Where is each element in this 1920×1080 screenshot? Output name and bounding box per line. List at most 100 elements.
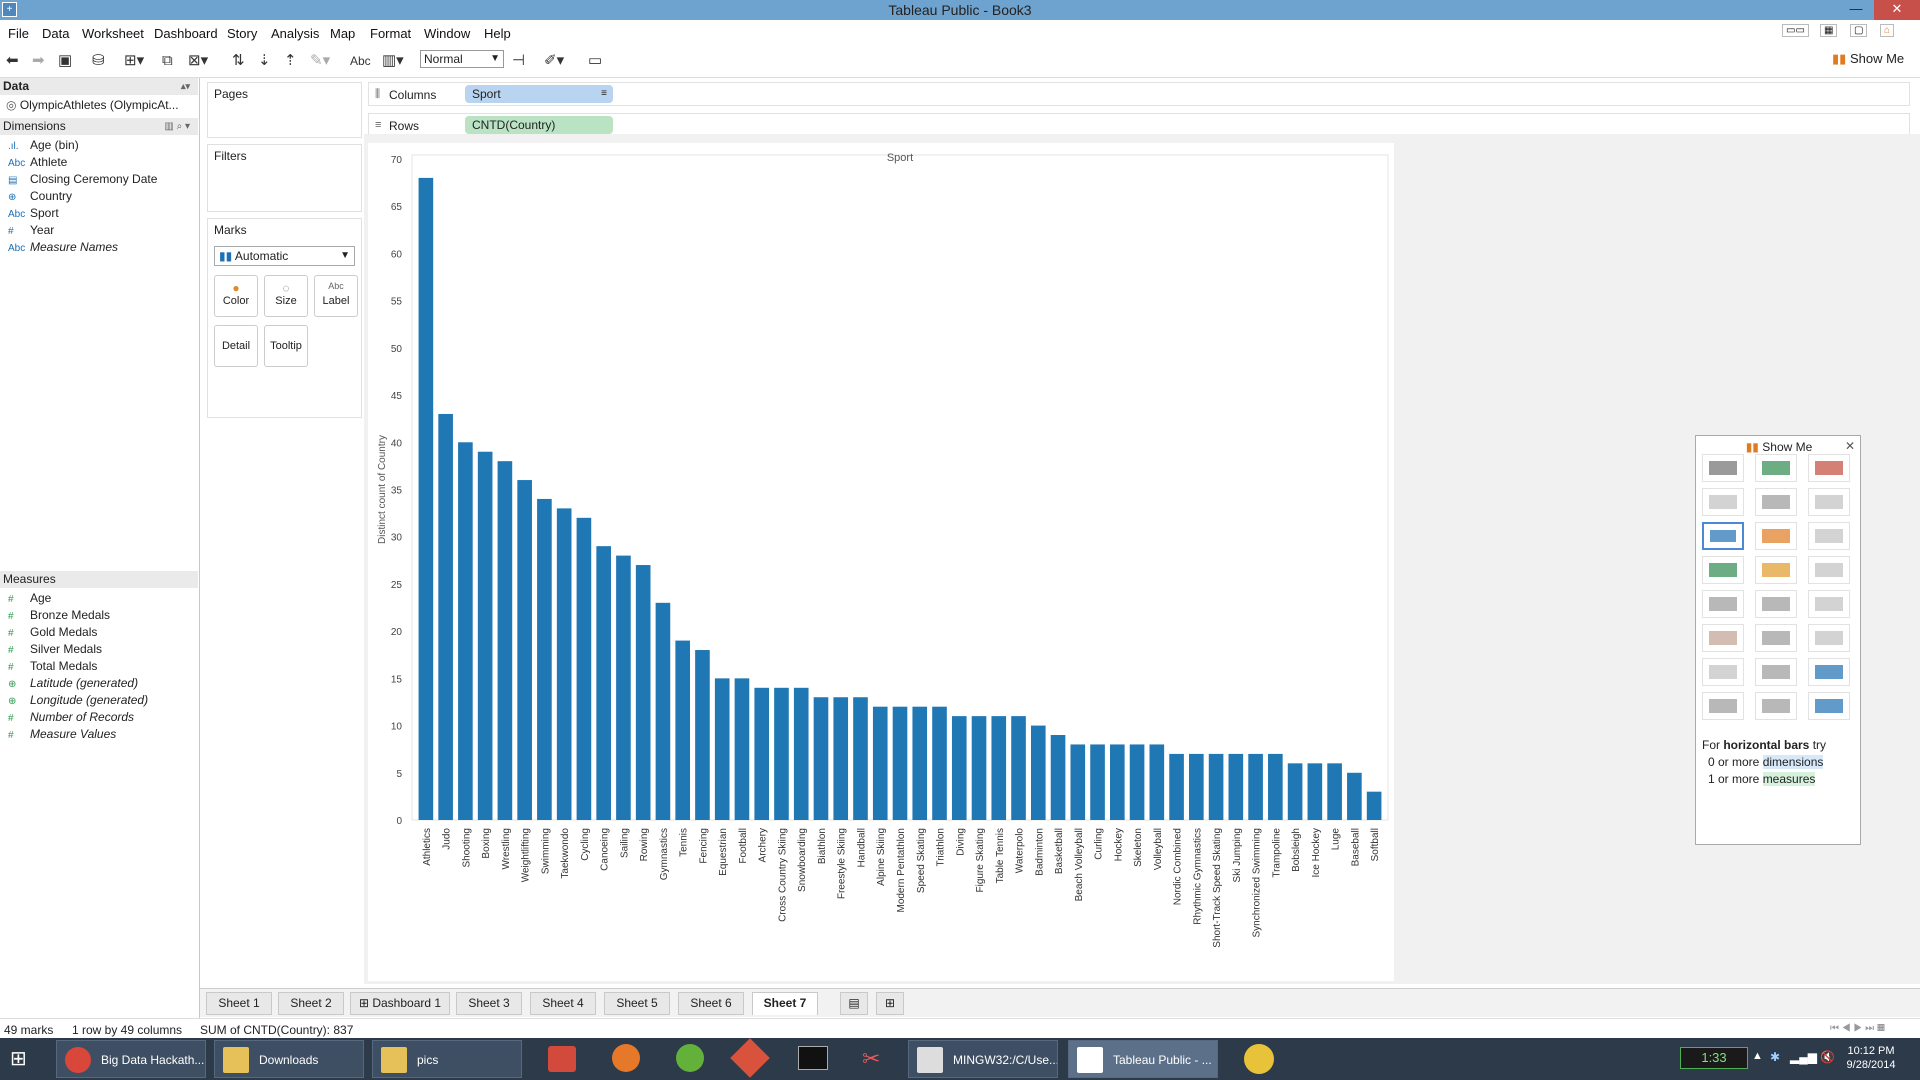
chart-type-thumbnail[interactable]: [1755, 522, 1797, 550]
git-icon[interactable]: [730, 1038, 770, 1078]
filters-card[interactable]: Filters: [207, 144, 362, 212]
search-icon[interactable]: ▥ ⌕ ▾: [164, 121, 190, 132]
windows-start-icon[interactable]: ⊞: [10, 1048, 27, 1070]
measure-field[interactable]: # Bronze Medals: [8, 607, 110, 623]
chart-type-thumbnail[interactable]: [1808, 488, 1850, 516]
chart-type-thumbnail[interactable]: [1755, 556, 1797, 584]
chart-type-thumbnail[interactable]: [1755, 454, 1797, 482]
paint-icon[interactable]: [1244, 1044, 1274, 1074]
menu-help[interactable]: Help: [484, 26, 511, 41]
redo-icon[interactable]: ➡: [32, 52, 45, 69]
chart-type-thumbnail[interactable]: [1808, 522, 1850, 550]
chart-type-thumbnail[interactable]: [1702, 692, 1744, 720]
measure-field[interactable]: ⊕ Longitude (generated): [8, 692, 148, 708]
dimension-field[interactable]: Abc Athlete: [8, 154, 67, 170]
sort-ascending-icon[interactable]: ⇣: [258, 52, 271, 69]
menu-analysis[interactable]: Analysis: [271, 26, 320, 41]
data-source-item[interactable]: ◎ OlympicAthletes (OlympicAt...: [6, 98, 179, 112]
menu-dashboard[interactable]: Dashboard: [154, 26, 218, 41]
pen-format-icon[interactable]: ✐▾: [544, 52, 565, 69]
dimension-field[interactable]: .ıl. Age (bin): [8, 137, 79, 153]
taskbar-mingw[interactable]: MINGW32:/C/Use...: [908, 1040, 1058, 1078]
minimize-button[interactable]: —: [1849, 1, 1863, 16]
highlight-icon[interactable]: ✎▾: [310, 52, 331, 69]
save-icon[interactable]: ▣: [58, 52, 73, 69]
bar-chart-view[interactable]: Sport Distinct count of Country 0 5 10 15 20 25…: [368, 143, 1394, 981]
tab-sheet-3[interactable]: Sheet 3: [456, 992, 522, 1015]
taskbar-tableau[interactable]: Tableau Public - ...: [1068, 1040, 1218, 1078]
chart-type-thumbnail[interactable]: [1808, 556, 1850, 584]
cntd-country-pill[interactable]: CNTD(Country): [465, 116, 613, 134]
chart-type-thumbnail[interactable]: [1808, 658, 1850, 686]
close-button[interactable]: ✕: [1874, 0, 1920, 20]
mark-type-select[interactable]: ▮▮ Automatic ▼: [214, 246, 355, 266]
menu-format[interactable]: Format: [370, 26, 412, 41]
chart-type-thumbnail[interactable]: [1702, 590, 1744, 618]
spotify-icon[interactable]: [676, 1044, 704, 1072]
chart-type-icon[interactable]: ▥▾: [382, 52, 404, 69]
swap-icon[interactable]: ⇅: [232, 52, 245, 69]
dimension-field[interactable]: Abc Sport: [8, 205, 59, 221]
columns-shelf[interactable]: ⫼ Columns Sport ≡: [368, 82, 1910, 106]
menu-data[interactable]: Data: [42, 26, 70, 41]
measure-field[interactable]: # Gold Medals: [8, 624, 97, 640]
chart-type-thumbnail[interactable]: [1755, 590, 1797, 618]
measure-field[interactable]: # Measure Values: [8, 726, 116, 742]
show-me-button[interactable]: ▮▮ Show Me: [1832, 51, 1904, 67]
dimension-field[interactable]: Abc Measure Names: [8, 239, 118, 255]
sheet-sorter-icon[interactable]: ▦: [1820, 24, 1838, 37]
snipping-tool-icon[interactable]: ✂: [862, 1046, 881, 1071]
taskbar-pics[interactable]: pics: [372, 1040, 522, 1078]
label-button[interactable]: Abc Label: [314, 275, 358, 317]
measure-field[interactable]: # Silver Medals: [8, 641, 102, 657]
menu-story[interactable]: Story: [227, 26, 258, 41]
tab-sheet-1[interactable]: Sheet 1: [206, 992, 272, 1015]
chart-type-thumbnail[interactable]: [1808, 454, 1850, 482]
bluetooth-icon[interactable]: ✱: [1770, 1050, 1781, 1064]
chart-type-thumbnail[interactable]: [1702, 556, 1744, 584]
new-worksheet-icon[interactable]: ⊞▾: [124, 52, 145, 69]
terminal-icon[interactable]: [798, 1046, 828, 1070]
new-worksheet-icon[interactable]: ▤: [840, 992, 868, 1015]
detail-button[interactable]: Detail: [214, 325, 258, 367]
tab-sheet-7[interactable]: Sheet 7: [752, 992, 818, 1015]
home-icon[interactable]: ⌂: [1880, 24, 1895, 37]
menu-window[interactable]: Window: [424, 26, 471, 41]
close-icon[interactable]: ✕: [1844, 439, 1855, 453]
firefox-icon[interactable]: [612, 1044, 640, 1072]
size-button[interactable]: ◌ Size: [264, 275, 308, 317]
chart-type-thumbnail[interactable]: [1702, 522, 1744, 550]
chart-type-thumbnail[interactable]: [1702, 658, 1744, 686]
measure-field[interactable]: ⊕ Latitude (generated): [8, 675, 138, 691]
dimension-field[interactable]: ⊕ Country: [8, 188, 72, 204]
tab-sheet-2[interactable]: Sheet 2: [278, 992, 344, 1015]
presentation-icon[interactable]: ▭: [588, 52, 603, 69]
chart-type-thumbnail[interactable]: [1808, 624, 1850, 652]
dimension-field[interactable]: # Year: [8, 222, 54, 238]
tray-clock[interactable]: 10:12 PM 9/28/2014: [1836, 1044, 1906, 1072]
color-button[interactable]: ● Color: [214, 275, 258, 317]
chart-type-thumbnail[interactable]: [1755, 658, 1797, 686]
clock-widget[interactable]: 1:33: [1680, 1047, 1748, 1069]
pane-menu-icon[interactable]: ▴▾: [180, 81, 190, 91]
fix-axes-icon[interactable]: ⊣: [512, 52, 526, 69]
undo-icon[interactable]: ⬅: [6, 52, 19, 69]
tab-sheet-5[interactable]: Sheet 5: [604, 992, 670, 1015]
menu-worksheet[interactable]: Worksheet: [82, 26, 144, 41]
sheet-navigation-icon[interactable]: ⏮ ◀ ▶ ⏭ ▦: [1830, 1023, 1885, 1034]
chart-type-thumbnail[interactable]: [1755, 692, 1797, 720]
tab-sheet-4[interactable]: Sheet 4: [530, 992, 596, 1015]
menu-map[interactable]: Map: [330, 26, 356, 41]
presentation-mode-icon[interactable]: ▭▭: [1782, 24, 1809, 37]
chart-type-thumbnail[interactable]: [1702, 624, 1744, 652]
dimension-field[interactable]: ▤ Closing Ceremony Date: [8, 171, 157, 187]
gmail-icon[interactable]: [548, 1046, 576, 1072]
maximize-button[interactable]: [1846, 0, 1874, 20]
sport-pill[interactable]: Sport ≡: [465, 85, 613, 103]
show-labels-icon[interactable]: Abc: [350, 54, 371, 68]
measure-field[interactable]: # Age: [8, 590, 51, 606]
fit-select[interactable]: Normal ▼: [420, 50, 504, 68]
data-source-icon[interactable]: ⛁: [92, 52, 105, 69]
chart-type-thumbnail[interactable]: [1808, 692, 1850, 720]
duplicate-sheet-icon[interactable]: ⧉: [162, 52, 173, 69]
